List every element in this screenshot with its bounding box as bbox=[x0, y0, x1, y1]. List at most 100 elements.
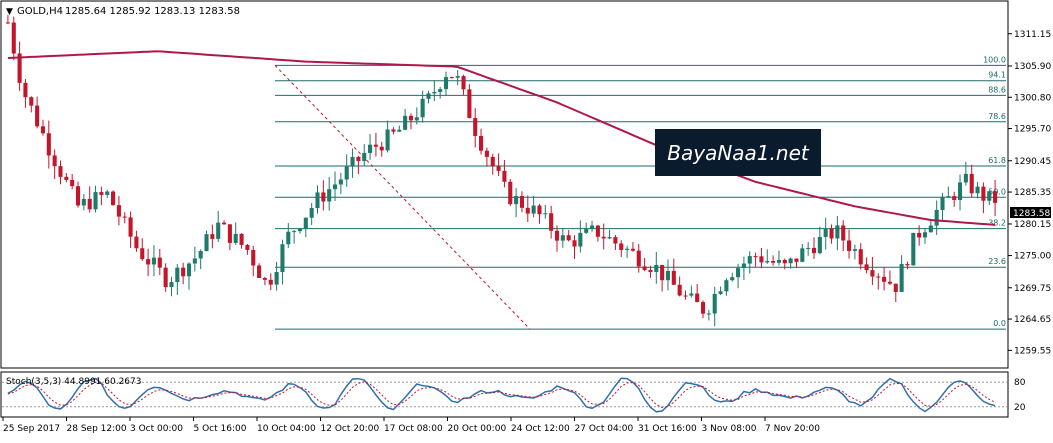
candle-body bbox=[420, 98, 425, 118]
candle-body bbox=[619, 243, 624, 250]
candle-body bbox=[671, 270, 676, 285]
candle-body bbox=[788, 258, 793, 264]
candle-body bbox=[146, 259, 151, 265]
candle-body bbox=[5, 22, 10, 24]
candle-body bbox=[771, 261, 776, 263]
candle-body bbox=[87, 198, 92, 210]
candle-body bbox=[362, 152, 367, 162]
candle-body bbox=[151, 257, 156, 265]
candle-body bbox=[128, 217, 133, 237]
candle-body bbox=[993, 191, 998, 203]
x-tick-label: 28 Sep 12:00 bbox=[67, 424, 127, 434]
candle-body bbox=[560, 235, 565, 241]
candle-body bbox=[81, 198, 86, 206]
candle-body bbox=[852, 249, 857, 251]
candle-body bbox=[700, 302, 706, 314]
dropdown-arrow-icon[interactable]: ▼ bbox=[6, 7, 13, 17]
fib-level-label: 100.0 bbox=[983, 55, 1006, 64]
candle-body bbox=[519, 195, 524, 208]
candle-body bbox=[414, 117, 419, 121]
candle-body bbox=[262, 278, 267, 280]
candle-body bbox=[327, 189, 332, 202]
candle-body bbox=[280, 244, 285, 273]
candle-body bbox=[543, 213, 548, 215]
candle-body bbox=[461, 76, 466, 90]
candle-body bbox=[946, 196, 951, 198]
candle-body bbox=[443, 77, 449, 90]
candle-body bbox=[969, 173, 974, 194]
candle-body bbox=[245, 244, 250, 250]
candle-body bbox=[800, 248, 805, 262]
fib-level-label: 78.6 bbox=[988, 112, 1006, 121]
price-panel-border bbox=[0, 0, 1009, 369]
candle-body bbox=[496, 166, 501, 171]
y-tick-label: 1280.15 bbox=[1014, 220, 1051, 230]
candle-body bbox=[753, 256, 758, 258]
candle-body bbox=[403, 115, 408, 130]
candle-body bbox=[338, 179, 343, 185]
candle-body bbox=[198, 251, 203, 259]
stochastic-layer: 80 20 bbox=[2, 377, 1026, 413]
candle-body bbox=[303, 217, 308, 230]
candle-body bbox=[747, 256, 752, 264]
stoch-title: Stoch(3,5,3) 44.8991 60.2673 bbox=[6, 377, 141, 387]
candle-body bbox=[987, 191, 992, 201]
fib-trend-line bbox=[274, 65, 531, 330]
x-tick-label: 31 Oct 16:00 bbox=[638, 424, 697, 434]
candle-body bbox=[52, 155, 57, 167]
candle-body bbox=[356, 156, 361, 162]
candle-body bbox=[811, 247, 817, 254]
candle-body bbox=[186, 263, 192, 277]
y-tick-label: 1300.80 bbox=[1014, 93, 1051, 103]
candle-body bbox=[882, 276, 887, 282]
candle-body bbox=[426, 93, 431, 99]
candle-body bbox=[321, 192, 326, 202]
candle-body bbox=[467, 89, 472, 119]
candle-body bbox=[847, 240, 852, 251]
candle-body bbox=[40, 126, 46, 134]
candles-layer bbox=[5, 14, 998, 327]
candle-body bbox=[58, 166, 63, 177]
candle-body bbox=[683, 295, 688, 297]
chart-symbol: GOLD,H4 bbox=[17, 6, 63, 17]
candle-body bbox=[11, 22, 16, 54]
candle-body bbox=[111, 191, 116, 206]
candle-body bbox=[858, 249, 863, 265]
candle-body bbox=[630, 248, 635, 251]
candle-body bbox=[934, 209, 939, 226]
candle-body bbox=[163, 267, 168, 287]
candle-body bbox=[531, 205, 536, 214]
candle-body bbox=[385, 129, 390, 151]
candle-body bbox=[479, 135, 484, 151]
x-tick-label: 5 Oct 16:00 bbox=[194, 424, 247, 434]
candle-body bbox=[70, 179, 75, 187]
candle-body bbox=[928, 225, 933, 233]
candle-body bbox=[887, 281, 892, 284]
candle-body bbox=[963, 173, 968, 183]
candle-body bbox=[169, 282, 174, 287]
candle-body bbox=[905, 264, 910, 266]
candle-body bbox=[607, 237, 612, 239]
stoch-tick-label: 20 bbox=[1014, 403, 1026, 413]
candle-body bbox=[99, 192, 104, 195]
candle-body bbox=[829, 228, 834, 239]
candle-body bbox=[595, 225, 600, 237]
candle-body bbox=[23, 82, 28, 98]
candle-body bbox=[192, 258, 197, 264]
candle-body bbox=[221, 222, 227, 225]
candle-body bbox=[578, 232, 583, 247]
candle-body bbox=[35, 105, 40, 127]
candle-body bbox=[776, 259, 782, 263]
current-price-label: 1283.58 bbox=[1013, 209, 1050, 219]
stoch-tick-label: 80 bbox=[1014, 378, 1026, 388]
y-tick-label: 1290.45 bbox=[1014, 157, 1051, 167]
candle-body bbox=[216, 222, 221, 239]
candle-body bbox=[391, 129, 396, 132]
candle-body bbox=[601, 236, 606, 239]
candle-body bbox=[449, 77, 454, 79]
watermark-text: BayaNaa1.net bbox=[667, 141, 810, 165]
y-tick-label: 1311.15 bbox=[1014, 30, 1051, 40]
moving-average-layer bbox=[7, 50, 996, 226]
